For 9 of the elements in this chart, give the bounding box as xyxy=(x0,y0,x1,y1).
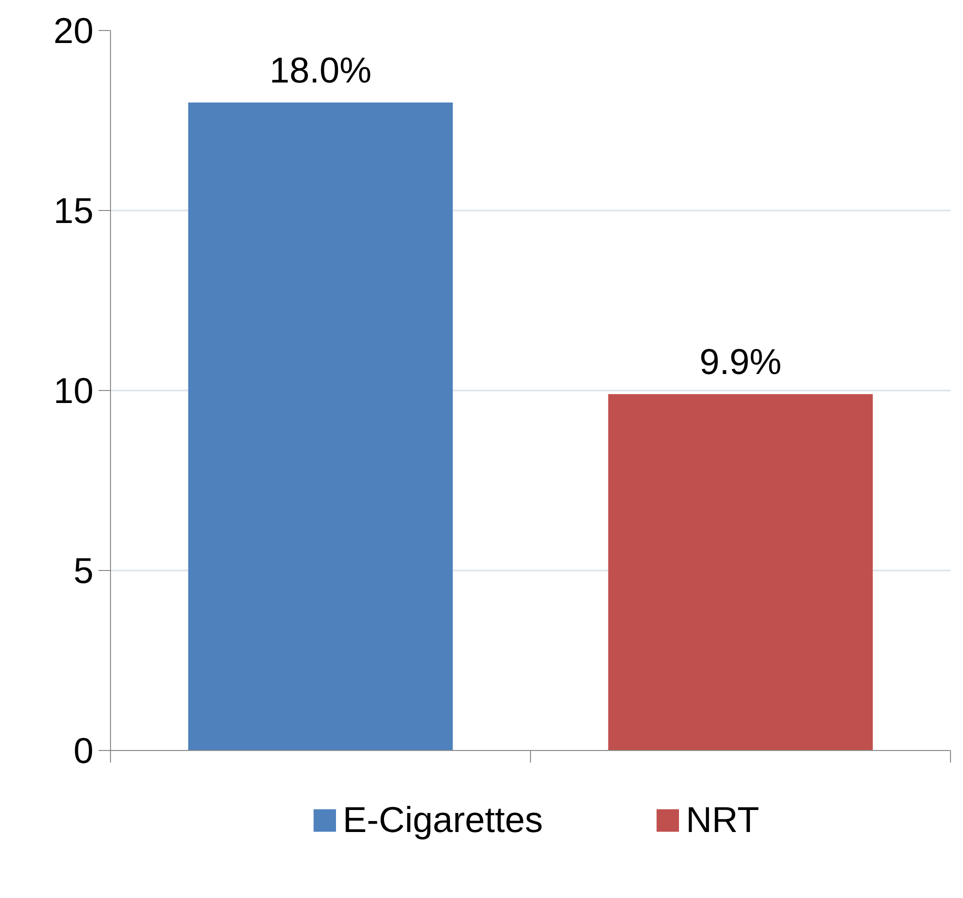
y-tick-label: 15 xyxy=(53,190,94,231)
y-tick-label: 10 xyxy=(53,370,94,411)
legend-label: NRT xyxy=(686,799,760,841)
y-tick-label: 5 xyxy=(73,550,94,591)
y-tick-label: 0 xyxy=(73,730,94,771)
data-label: 18.0% xyxy=(269,50,372,90)
y-tick-label: 20 xyxy=(53,10,94,51)
data-label: 9.9% xyxy=(699,341,782,382)
legend-label: E-Cigarettes xyxy=(342,799,543,841)
